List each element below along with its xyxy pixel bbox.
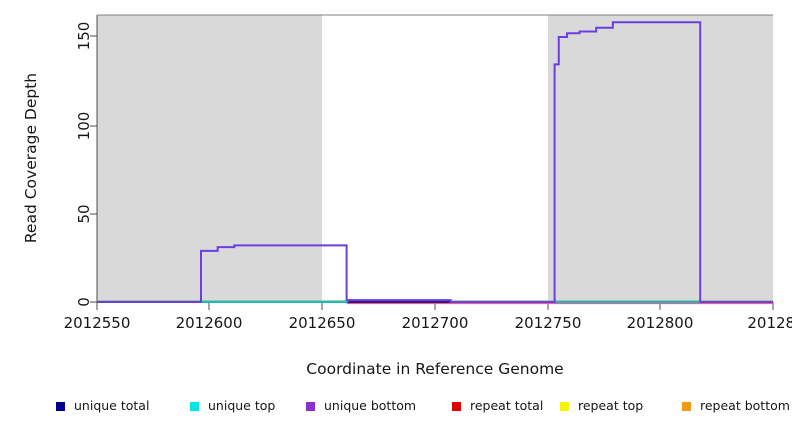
x-ticklabel-2012550: 2012550 — [64, 314, 131, 332]
x-axis-title: Coordinate in Reference Genome — [306, 360, 563, 378]
y-ticklabel-50: 50 — [75, 204, 93, 223]
legend-swatch-unique-top — [190, 402, 199, 411]
y-ticklabel-0: 0 — [75, 297, 93, 307]
legend: unique total unique top unique bottom re… — [56, 398, 790, 413]
y-ticklabel-150: 150 — [75, 22, 93, 51]
x-ticklabel-2012650: 2012650 — [289, 314, 356, 332]
legend-label-repeat-bottom: repeat bottom — [700, 398, 790, 413]
legend-swatch-repeat-top — [560, 402, 569, 411]
legend-label-repeat-total: repeat total — [470, 398, 543, 413]
x-ticklabel-2012850: 201285 — [747, 314, 792, 332]
x-ticklabel-2012700: 2012700 — [402, 314, 469, 332]
legend-swatch-unique-total — [56, 402, 65, 411]
series-layer — [97, 21, 773, 305]
shaded-region-left — [97, 15, 322, 302]
y-ticklabel-100: 100 — [75, 112, 93, 141]
y-axis-title: Read Coverage Depth — [22, 73, 40, 243]
x-ticklabel-2012600: 2012600 — [176, 314, 243, 332]
x-ticklabel-2012750: 2012750 — [515, 314, 582, 332]
legend-swatch-repeat-total — [452, 402, 461, 411]
legend-swatch-repeat-bottom — [682, 402, 691, 411]
legend-label-unique-top: unique top — [208, 398, 275, 413]
shaded-region-right — [548, 15, 773, 302]
series-unique-bottom — [97, 21, 773, 303]
legend-label-unique-bottom: unique bottom — [324, 398, 416, 413]
legend-label-unique-total: unique total — [74, 398, 149, 413]
legend-swatch-unique-bottom — [306, 402, 315, 411]
legend-label-repeat-top: repeat top — [578, 398, 643, 413]
x-ticklabel-2012800: 2012800 — [627, 314, 694, 332]
